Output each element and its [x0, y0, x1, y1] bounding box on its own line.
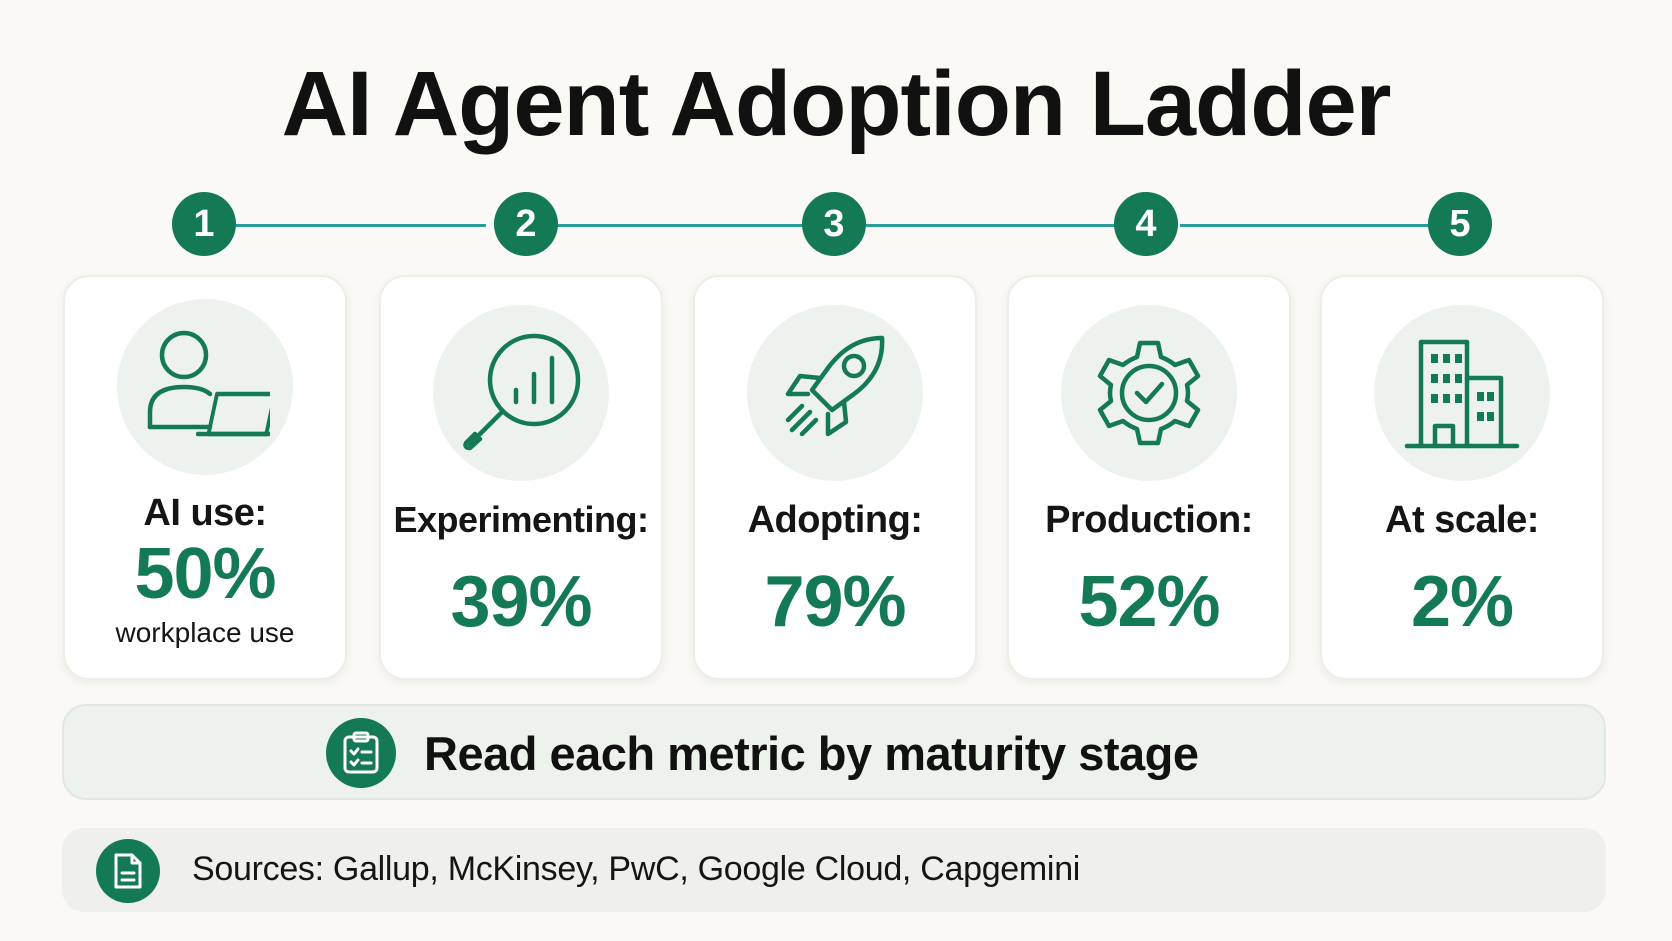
stage-label: Production: [1045, 499, 1253, 541]
clipboard-icon [326, 718, 396, 788]
icon-circle [1061, 305, 1237, 481]
stage-label: AI use: [143, 492, 267, 534]
icon-circle [433, 305, 609, 481]
sources-footer: Sources: Gallup, McKinsey, PwC, Google C… [62, 828, 1606, 912]
stage-label: At scale: [1385, 499, 1539, 541]
stage-value: 50% [134, 534, 276, 614]
stage-card-adopting: Adopting: 79% [693, 275, 977, 680]
timeline-connector [1180, 224, 1430, 227]
step-number-2: 2 [494, 192, 558, 256]
rocket-icon [785, 335, 885, 437]
stage-card-ai-use: AI use: 50% workplace use [63, 275, 347, 680]
step-number-3: 3 [802, 192, 866, 256]
stage-card-production: Production: 52% [1007, 275, 1291, 680]
gear-check-icon [1097, 340, 1201, 446]
step-number-5: 5 [1428, 192, 1492, 256]
stage-value: 79% [764, 562, 906, 642]
icon-circle [117, 299, 293, 475]
magnifier-chart-icon [463, 333, 581, 451]
step-number-1: 1 [172, 192, 236, 256]
icon-circle [747, 305, 923, 481]
stage-label: Experimenting: [393, 499, 649, 540]
stage-value: 2% [1410, 562, 1514, 642]
stage-card-experimenting: Experimenting: 39% [379, 275, 663, 680]
maturity-banner: Read each metric by maturity stage [62, 704, 1606, 800]
building-icon [1404, 339, 1520, 449]
stage-subtext: workplace use [115, 617, 295, 648]
timeline-connector [552, 224, 802, 227]
stage-value: 52% [1078, 562, 1220, 642]
banner-text: Read each metric by maturity stage [424, 727, 1199, 780]
stage-timeline: 1 2 3 4 5 [0, 192, 1672, 258]
stage-label: Adopting: [747, 499, 923, 541]
stage-card-at-scale: At scale: 2% [1320, 275, 1604, 680]
stage-value: 39% [450, 562, 592, 642]
step-number-4: 4 [1114, 192, 1178, 256]
timeline-connector [236, 224, 486, 227]
icon-circle [1374, 305, 1550, 481]
page-title: AI Agent Adoption Ladder [281, 53, 1392, 155]
timeline-connector [866, 224, 1116, 227]
person-laptop-icon [147, 330, 270, 437]
sources-text: Sources: Gallup, McKinsey, PwC, Google C… [192, 850, 1081, 888]
document-icon [96, 839, 160, 903]
